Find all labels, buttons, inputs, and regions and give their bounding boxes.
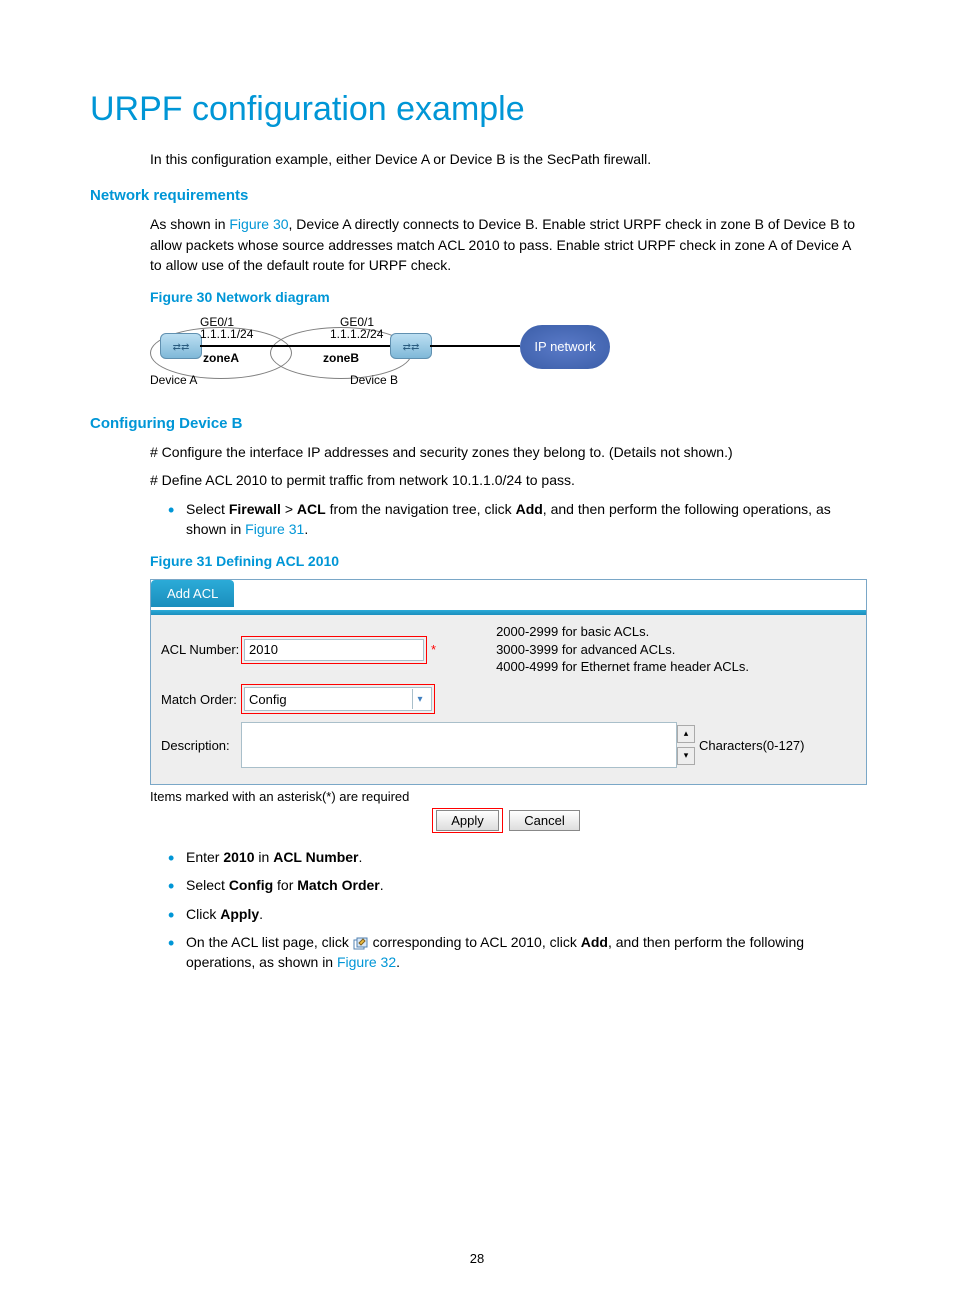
text: in	[255, 849, 274, 865]
textarea-scroll-down[interactable]: ▾	[677, 747, 695, 765]
hint-ethernet-acl: 4000-4999 for Ethernet frame header ACLs…	[496, 658, 749, 676]
text: corresponding to ACL 2010, click	[369, 934, 581, 950]
page-number: 28	[0, 1251, 954, 1266]
bold-match-order: Match Order	[297, 877, 379, 893]
description-label: Description:	[161, 738, 241, 753]
text: .	[304, 521, 308, 537]
page-title: URPF configuration example	[90, 90, 864, 129]
text: from the navigation tree, click	[326, 501, 516, 517]
firewall-bold: Firewall	[229, 501, 281, 517]
text: .	[259, 906, 263, 922]
router-b-icon: ⇄⇄	[390, 333, 432, 359]
bold-2010: 2010	[223, 849, 254, 865]
network-paragraph: As shown in Figure 30, Device A directly…	[150, 214, 864, 275]
required-note: Items marked with an asterisk(*) are req…	[150, 789, 864, 804]
bullet-click-apply: Click Apply.	[186, 904, 864, 924]
textarea-scroll-up[interactable]: ▴	[677, 725, 695, 743]
text: >	[281, 501, 297, 517]
zone-a-label: zoneA	[203, 351, 239, 365]
ip-b-label: 1.1.1.2/24	[330, 327, 383, 341]
bullet-acl-list-add: On the ACL list page, click correspondin…	[186, 932, 864, 973]
hint-advanced-acl: 3000-3999 for advanced ACLs.	[496, 641, 749, 659]
text: .	[380, 877, 384, 893]
acl-bold: ACL	[297, 501, 326, 517]
config-step-2: # Define ACL 2010 to permit traffic from…	[150, 470, 864, 490]
config-step-1: # Configure the interface IP addresses a…	[150, 442, 864, 462]
figure-32-link[interactable]: Figure 32	[337, 954, 396, 970]
edit-icon	[353, 936, 369, 950]
section-configuring-device-b: Configuring Device B	[90, 415, 864, 432]
figure-31-link[interactable]: Figure 31	[245, 521, 304, 537]
zone-b-label: zoneB	[323, 351, 359, 365]
bold-add-2: Add	[581, 934, 608, 950]
intro-text: In this configuration example, either De…	[150, 149, 864, 169]
text: As shown in	[150, 216, 229, 232]
section-network-requirements: Network requirements	[90, 187, 864, 204]
bullet-select-config: Select Config for Match Order.	[186, 875, 864, 895]
bold-acl-number: ACL Number	[273, 849, 358, 865]
network-diagram: zoneA zoneB ⇄⇄ ⇄⇄ IP network GE0/1 1.1.1…	[150, 315, 620, 395]
add-acl-form-screenshot: Add ACL ACL Number: * 2000-2999 for basi…	[150, 579, 867, 785]
text: Click	[186, 906, 220, 922]
cancel-button[interactable]: Cancel	[509, 810, 579, 831]
bullet-nav-firewall-acl: Select Firewall > ACL from the navigatio…	[186, 499, 864, 540]
match-order-value: Config	[249, 692, 287, 707]
ip-a-label: 1.1.1.1/24	[200, 327, 253, 341]
text: On the ACL list page, click	[186, 934, 353, 950]
figure-30-link[interactable]: Figure 30	[229, 216, 288, 232]
text: .	[396, 954, 400, 970]
text: Enter	[186, 849, 223, 865]
acl-number-label: ACL Number:	[161, 642, 241, 657]
bold-apply: Apply	[220, 906, 259, 922]
match-order-select[interactable]: Config ▾	[244, 687, 432, 711]
chevron-down-icon: ▾	[412, 689, 427, 709]
text: .	[359, 849, 363, 865]
text: for	[273, 877, 297, 893]
ip-network-cloud: IP network	[520, 325, 610, 369]
bold-config: Config	[229, 877, 273, 893]
description-textarea[interactable]	[241, 722, 677, 768]
apply-button[interactable]: Apply	[436, 810, 499, 831]
required-asterisk: *	[431, 642, 436, 657]
figure-30-caption: Figure 30 Network diagram	[150, 289, 864, 305]
svg-text:⇄⇄: ⇄⇄	[403, 342, 420, 353]
add-acl-tab[interactable]: Add ACL	[151, 580, 234, 607]
router-a-icon: ⇄⇄	[160, 333, 202, 359]
hint-basic-acl: 2000-2999 for basic ACLs.	[496, 623, 749, 641]
match-order-label: Match Order:	[161, 692, 241, 707]
device-a-label: Device A	[150, 373, 197, 387]
text: Select	[186, 501, 229, 517]
description-hint: Characters(0-127)	[699, 738, 805, 753]
acl-number-input[interactable]	[244, 639, 424, 661]
link-b-cloud	[430, 345, 520, 347]
text: Select	[186, 877, 229, 893]
link-ab	[200, 345, 390, 347]
device-b-label: Device B	[350, 373, 398, 387]
svg-text:⇄⇄: ⇄⇄	[173, 342, 190, 353]
bullet-enter-2010: Enter 2010 in ACL Number.	[186, 847, 864, 867]
figure-31-caption: Figure 31 Defining ACL 2010	[150, 553, 864, 569]
add-bold: Add	[516, 501, 543, 517]
